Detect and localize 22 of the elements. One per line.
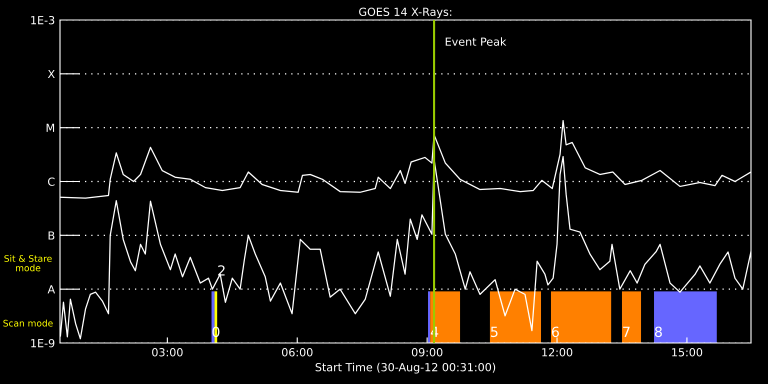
y-tick-label: X bbox=[48, 70, 55, 78]
text: Sit & Stare mode bbox=[4, 254, 52, 272]
x-tick-label: 03:00 bbox=[152, 348, 183, 356]
chart-title: GOES 14 X-Rays: bbox=[359, 8, 452, 18]
y-tick-label: 1E-9 bbox=[31, 338, 54, 348]
band-label: 6 bbox=[552, 326, 559, 338]
y-tick-label: A bbox=[48, 285, 56, 294]
y-tick-label: M bbox=[46, 124, 54, 132]
y-tick-label: C bbox=[48, 177, 55, 186]
x-axis-title: Start Time (30-Aug-12 00:31:00) bbox=[316, 362, 496, 374]
band-label: 0 bbox=[212, 326, 220, 338]
y-tick-label: 1E-3 bbox=[31, 16, 54, 24]
band-label: 8 bbox=[654, 326, 662, 338]
band-label: 7 bbox=[623, 326, 630, 337]
x-tick-label: 09:00 bbox=[412, 348, 442, 356]
y-tick-label: B bbox=[48, 231, 54, 240]
x-tick-label: 15:00 bbox=[672, 348, 702, 356]
text: Scan mode bbox=[3, 320, 53, 327]
x-tick-label: 12:00 bbox=[542, 348, 572, 356]
ref-line-label: Event Peak bbox=[446, 37, 506, 46]
x-tick-label: 06:00 bbox=[282, 348, 313, 356]
band-label: 5 bbox=[491, 326, 498, 338]
